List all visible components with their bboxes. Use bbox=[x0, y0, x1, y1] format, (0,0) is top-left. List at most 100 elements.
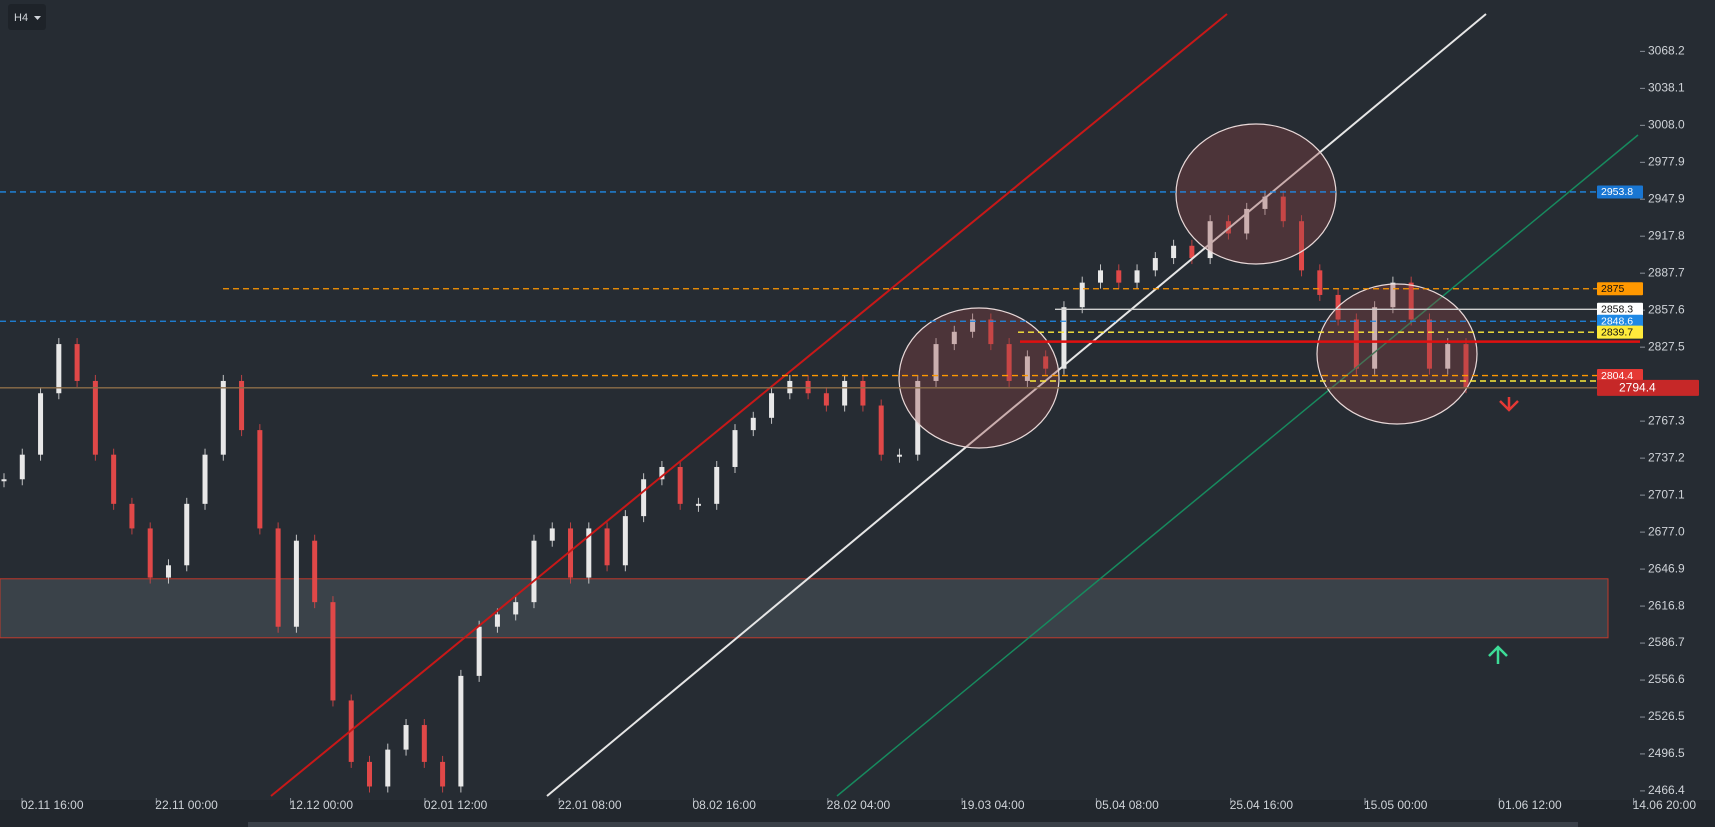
candle bbox=[750, 417, 756, 431]
y-tick-label: 2466.4 bbox=[1648, 783, 1685, 797]
candle bbox=[92, 380, 98, 455]
candle bbox=[860, 380, 866, 406]
candle bbox=[1006, 344, 1012, 381]
candle bbox=[165, 565, 171, 578]
candle bbox=[1299, 221, 1305, 271]
price-label: 2839.7 bbox=[1601, 326, 1633, 338]
candle bbox=[293, 540, 299, 627]
candle bbox=[1098, 270, 1103, 283]
candle bbox=[823, 393, 829, 406]
candle bbox=[1152, 258, 1158, 271]
candle bbox=[604, 528, 610, 566]
candle bbox=[531, 540, 537, 603]
x-tick-label: 19.03 04:00 bbox=[961, 798, 1025, 812]
candle bbox=[1079, 282, 1085, 308]
price-label: 2953.8 bbox=[1601, 186, 1633, 198]
x-tick-label: 25.04 16:00 bbox=[1230, 798, 1294, 812]
candle bbox=[568, 528, 574, 578]
y-tick-label: 2496.5 bbox=[1648, 746, 1685, 760]
price-label-box bbox=[1597, 325, 1643, 339]
candle bbox=[312, 540, 318, 603]
candle bbox=[951, 331, 957, 345]
price-label: 2804.4 bbox=[1601, 370, 1633, 382]
price-label-box bbox=[1597, 379, 1699, 396]
candle bbox=[257, 430, 263, 529]
x-tick-label: 02.11 16:00 bbox=[21, 798, 84, 812]
y-tick-label: 2737.2 bbox=[1648, 450, 1685, 464]
candle bbox=[933, 344, 939, 381]
y-tick-label: 2586.7 bbox=[1648, 635, 1685, 649]
candle bbox=[878, 405, 884, 455]
timeframe-button[interactable] bbox=[8, 4, 46, 30]
x-tick-label: 22.11 00:00 bbox=[155, 798, 218, 812]
candle bbox=[1372, 307, 1378, 369]
x-tick-label: 01.06 12:00 bbox=[1498, 798, 1562, 812]
candle bbox=[988, 319, 994, 345]
candle bbox=[476, 626, 482, 676]
y-tick-label: 2887.7 bbox=[1648, 265, 1685, 279]
candle bbox=[1262, 196, 1268, 209]
y-tick-label: 2677.0 bbox=[1648, 524, 1685, 538]
candle bbox=[421, 725, 427, 762]
candle bbox=[239, 380, 245, 431]
y-tick-label: 2556.6 bbox=[1648, 672, 1685, 686]
dropdown-icon bbox=[34, 16, 41, 20]
candle bbox=[111, 454, 117, 504]
price-label-box bbox=[1597, 314, 1643, 328]
candle bbox=[330, 602, 336, 701]
scrollbar[interactable] bbox=[248, 822, 1578, 827]
candle bbox=[220, 380, 226, 455]
highlight-circle bbox=[1175, 123, 1337, 265]
toolbar: H4 bbox=[8, 4, 46, 30]
y-tick-label: 3038.1 bbox=[1648, 81, 1685, 95]
y-tick-label: 2767.3 bbox=[1648, 413, 1685, 427]
candle bbox=[1317, 270, 1323, 295]
candle bbox=[1280, 196, 1286, 222]
sell-arrow bbox=[1499, 397, 1519, 412]
candle bbox=[1426, 319, 1432, 369]
price-axis-area bbox=[1640, 0, 1715, 800]
candle bbox=[275, 528, 281, 627]
candle bbox=[1353, 319, 1359, 369]
price-label: 2848.6 bbox=[1601, 316, 1633, 328]
candle bbox=[769, 393, 775, 418]
x-tick-label: 02.01 12:00 bbox=[424, 798, 488, 812]
price-label-box bbox=[1597, 302, 1643, 316]
x-tick-label: 05.04 08:00 bbox=[1095, 798, 1159, 812]
candle bbox=[385, 749, 391, 787]
candle bbox=[494, 614, 500, 627]
candle bbox=[440, 761, 446, 787]
candle bbox=[38, 393, 44, 455]
y-tick-label: 2857.6 bbox=[1648, 302, 1685, 316]
candle bbox=[513, 602, 519, 615]
y-tick-label: 2977.9 bbox=[1648, 155, 1685, 169]
y-tick-label: 3008.0 bbox=[1648, 118, 1685, 132]
price-label: 2875 bbox=[1601, 283, 1625, 295]
y-tick-label: 2947.9 bbox=[1648, 191, 1685, 205]
highlight-circle bbox=[1316, 283, 1478, 425]
candle bbox=[842, 380, 848, 406]
y-tick-label: 2616.8 bbox=[1648, 598, 1685, 612]
candle bbox=[1189, 245, 1195, 259]
candle bbox=[1134, 270, 1140, 283]
candle bbox=[458, 675, 464, 787]
candle bbox=[184, 503, 190, 566]
price-label-box bbox=[1597, 282, 1643, 296]
candle bbox=[677, 466, 683, 504]
candle bbox=[56, 344, 62, 394]
candle bbox=[129, 503, 135, 529]
x-tick-label: 22.01 08:00 bbox=[558, 798, 622, 812]
y-tick-label: 3068.2 bbox=[1648, 44, 1685, 58]
candle bbox=[659, 466, 665, 480]
candle bbox=[896, 454, 902, 457]
y-tick-label: 2526.5 bbox=[1648, 709, 1685, 723]
candle bbox=[787, 380, 793, 394]
price-label-box bbox=[1597, 369, 1643, 383]
price-label-box bbox=[1597, 185, 1643, 199]
candle bbox=[19, 454, 25, 480]
trend-line bbox=[270, 13, 1228, 797]
candle bbox=[403, 725, 409, 750]
